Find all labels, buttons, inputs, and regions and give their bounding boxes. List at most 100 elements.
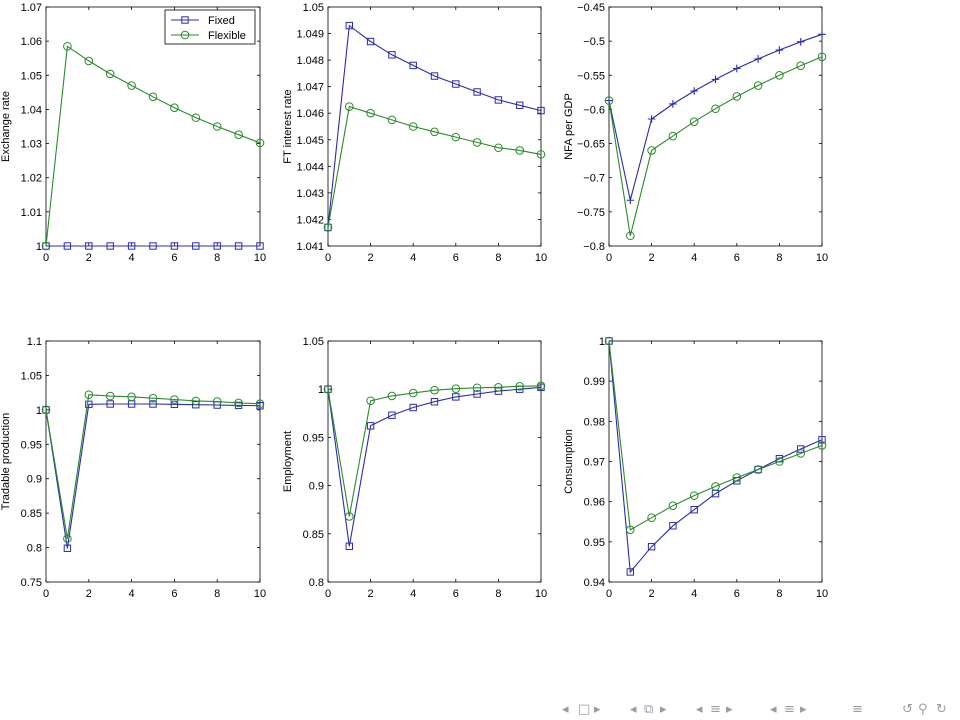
data-point-square — [213, 242, 221, 250]
data-point-square — [106, 400, 114, 408]
nav-right-arrow-icon[interactable]: ▸ — [726, 702, 733, 717]
y-tick-label: 1.02 — [21, 173, 42, 185]
data-point-square — [345, 542, 354, 551]
y-tick-label: 1.05 — [303, 2, 324, 14]
data-point-square — [430, 72, 439, 80]
data-point-circle — [515, 146, 525, 155]
figure: 0 2 4 6 8 1011.011.021.031.041.051.061.07Exch… — [0, 2, 828, 600]
data-point-circle — [170, 103, 179, 113]
y-axis-label: Tradable production — [0, 413, 12, 510]
y-axis-label: FT interest rate — [282, 89, 294, 163]
data-point-square — [516, 101, 524, 109]
y-tick-label: 1.04 — [21, 104, 42, 116]
data-point-square — [537, 106, 545, 115]
align-icon[interactable]: ≡ — [852, 702, 863, 717]
data-point-square — [192, 400, 200, 409]
data-point-circle — [408, 388, 418, 398]
y-axis-label: Consumption — [563, 429, 575, 494]
x-tick-label: 10 — [254, 588, 266, 600]
fixed-series-line — [327, 386, 542, 547]
data-point-circle — [387, 391, 397, 401]
x-tick-label: 10 — [254, 252, 266, 264]
data-point-square — [473, 390, 481, 398]
data-point-circle — [647, 513, 656, 523]
data-point-square — [452, 393, 460, 401]
data-point-square — [324, 223, 332, 232]
y-tick-label: 1.047 — [296, 82, 324, 94]
x-tick-label: 8 — [495, 588, 501, 600]
nav-right-arrow-icon[interactable]: ▸ — [594, 702, 601, 717]
data-point-circle — [148, 393, 158, 403]
x-tick-label: 0 — [43, 252, 49, 264]
chart-panel: 0 2 4 6 8 10 −0.8 −0.75 −0.7 −0.65 −0.6 −0.55 −0.5 −0… — [563, 2, 828, 264]
data-point-plus — [733, 64, 741, 73]
data-point-square — [452, 80, 460, 88]
forward-icon[interactable]: ↻ — [936, 702, 947, 717]
x-tick-label: 6 — [734, 588, 740, 600]
y-tick-label: 1.05 — [21, 70, 42, 82]
y-tick-label: 0.98 — [584, 416, 605, 428]
y-tick-label: 1.07 — [21, 2, 42, 14]
y-tick-label: 1.041 — [296, 241, 324, 253]
y-tick-label: 0.85 — [303, 529, 324, 541]
data-point-circle — [41, 405, 51, 415]
data-point-circle — [451, 132, 461, 142]
data-point-square — [690, 506, 698, 514]
x-tick-label: 10 — [535, 252, 547, 264]
data-point-circle — [387, 115, 397, 125]
x-tick-label: 0 — [325, 588, 331, 600]
x-tick-label: 4 — [129, 588, 135, 600]
data-point-square — [754, 465, 762, 474]
y-tick-label: 1.05 — [303, 336, 324, 348]
nav-left-arrow-icon[interactable]: ◂ — [696, 702, 703, 717]
y-tick-label: 1 — [318, 384, 324, 396]
data-point-circle — [170, 395, 179, 404]
nav-left-arrow-icon[interactable]: ◂ — [770, 702, 777, 717]
data-point-square — [388, 411, 396, 419]
data-point-square — [797, 445, 805, 453]
data-point-circle — [127, 392, 136, 402]
frame-icon[interactable]: □ — [578, 702, 591, 717]
y-axis-label: Exchange rate — [0, 91, 12, 162]
y-tick-label: −0.45 — [577, 2, 605, 14]
data-point-circle — [711, 104, 720, 114]
y-tick-label: −0.55 — [577, 70, 605, 82]
back-icon[interactable]: ↺ — [902, 702, 913, 717]
fixed-series-line — [327, 24, 542, 228]
data-point-circle — [323, 223, 333, 232]
y-tick-label: 1.1 — [27, 336, 42, 348]
data-point-square — [256, 242, 264, 250]
x-tick-label: 0 — [606, 588, 612, 600]
y-tick-label: 1.05 — [21, 370, 42, 382]
x-tick-label: 6 — [171, 252, 177, 264]
data-point-circle — [711, 482, 720, 491]
data-point-plus — [775, 46, 784, 54]
nav-right-arrow-icon[interactable]: ▸ — [660, 702, 667, 717]
y-tick-label: 0.9 — [27, 474, 42, 486]
y-tick-label: 0.85 — [21, 508, 42, 520]
x-tick-label: 8 — [214, 588, 220, 600]
y-tick-label: 1.044 — [296, 161, 324, 173]
data-point-circle — [105, 69, 115, 79]
data-point-circle — [604, 336, 614, 346]
search-icon[interactable]: ⚲ — [918, 702, 928, 717]
flexible-series-line — [327, 385, 542, 517]
section-icon[interactable]: ≡ — [784, 702, 795, 717]
y-tick-label: 1.049 — [296, 29, 324, 41]
y-tick-label: 0.75 — [21, 577, 42, 589]
y-tick-label: 0.97 — [584, 457, 605, 469]
nav-left-arrow-icon[interactable]: ◂ — [562, 702, 569, 717]
data-point-square — [409, 61, 417, 70]
data-point-circle — [105, 391, 115, 401]
x-tick-label: 10 — [535, 588, 547, 600]
nav-left-arrow-icon[interactable]: ◂ — [630, 702, 637, 717]
data-point-circle — [817, 52, 827, 62]
y-tick-label: 1.042 — [296, 214, 324, 226]
data-point-circle — [626, 525, 635, 535]
subsection-icon[interactable]: ≡ — [710, 702, 721, 717]
data-point-circle — [775, 457, 784, 466]
frames-stack-icon[interactable]: ⧉ — [644, 702, 654, 717]
nav-right-arrow-icon[interactable]: ▸ — [800, 702, 807, 717]
data-point-plus — [818, 30, 826, 39]
y-tick-label: −0.6 — [583, 104, 605, 116]
